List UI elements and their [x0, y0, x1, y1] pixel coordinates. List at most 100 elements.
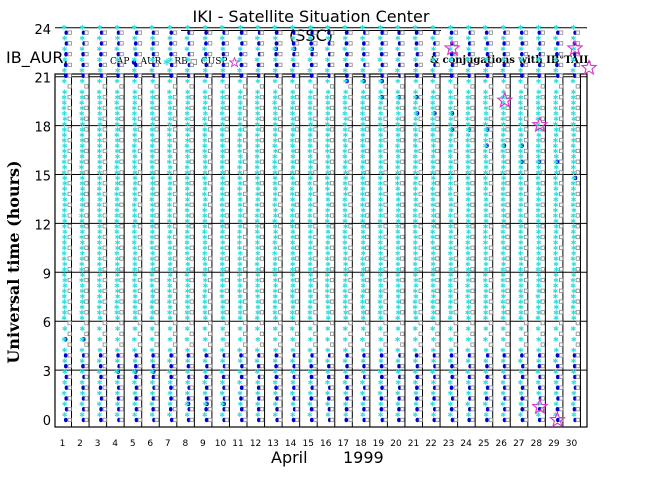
- rb-point: [383, 170, 388, 175]
- rb-point: [259, 288, 265, 293]
- aur-point: [465, 67, 471, 73]
- cap-point: [450, 374, 455, 380]
- rb-point: [189, 277, 194, 283]
- rb-point: [559, 95, 564, 100]
- aur-point: [149, 412, 155, 418]
- cap-point: [99, 41, 104, 46]
- rb-point: [575, 181, 580, 186]
- aur-point: [342, 299, 348, 305]
- aur-point: [166, 170, 172, 175]
- rb-point: [243, 224, 248, 229]
- aur-point: [518, 229, 524, 235]
- aur-point: [202, 283, 208, 288]
- aur-point: [483, 180, 489, 186]
- rb-point: [189, 148, 194, 154]
- aur-point: [79, 197, 85, 202]
- cap-point: [433, 111, 437, 116]
- aur-point: [272, 57, 278, 63]
- aur-point: [342, 283, 348, 288]
- aur-point: [307, 379, 313, 385]
- aur-point: [202, 288, 208, 294]
- rb-point: [102, 374, 107, 379]
- cap-point: [450, 417, 455, 423]
- aur-point: [132, 35, 138, 41]
- aur-point: [535, 213, 541, 218]
- rb-point: [348, 310, 353, 315]
- instrument-label: IB_AUR:: [6, 48, 69, 67]
- aur-point: [237, 336, 243, 342]
- aur-point: [343, 310, 349, 315]
- rb-point: [383, 417, 388, 423]
- aur-point: [518, 35, 524, 41]
- rb-point: [154, 374, 159, 379]
- rb-point: [488, 213, 494, 218]
- aur-point: [307, 116, 313, 122]
- aur-point: [378, 347, 384, 353]
- aur-point: [149, 326, 155, 331]
- aur-point: [273, 347, 279, 353]
- aur-point: [413, 175, 419, 181]
- rb-point: [189, 181, 194, 186]
- aur-point: [360, 288, 366, 294]
- aur-point: [325, 240, 331, 245]
- rb-point: [523, 159, 529, 164]
- aur-point: [553, 78, 559, 84]
- rb-point: [154, 84, 159, 89]
- aur-point: [167, 266, 173, 272]
- cap-point: [291, 417, 296, 423]
- aur-point: [97, 116, 103, 122]
- rb-point: [470, 267, 475, 272]
- rb-point: [84, 407, 89, 412]
- rb-point: [435, 181, 440, 186]
- aur-point: [377, 116, 383, 122]
- aur-point: [96, 94, 102, 100]
- aur-point: [483, 89, 489, 95]
- rb-point: [189, 224, 194, 229]
- x-axis-year: 1999: [343, 448, 384, 467]
- cap-point: [205, 364, 209, 369]
- orbit-track: [412, 24, 424, 427]
- rb-point: [470, 407, 475, 412]
- aur-point: [570, 57, 576, 63]
- rb-point: [224, 331, 229, 336]
- rb-point: [243, 62, 248, 67]
- aur-point: [378, 159, 384, 165]
- rb-point: [172, 52, 178, 57]
- aur-point: [202, 293, 208, 299]
- legend-label-cusp: CUSP: [200, 57, 228, 67]
- aur-point: [202, 240, 208, 245]
- aur-point: [184, 245, 190, 251]
- cap-point: [256, 385, 261, 390]
- rb-point: [259, 181, 265, 186]
- aur-point: [536, 358, 542, 364]
- aur-point: [431, 358, 437, 364]
- aur-point: [219, 137, 225, 143]
- aur-point: [307, 401, 313, 407]
- aur-point: [412, 412, 418, 418]
- aur-point: [115, 272, 120, 278]
- aur-point: [553, 223, 559, 229]
- rb-point: [102, 364, 107, 369]
- x-tick-label: 27: [513, 439, 524, 449]
- rb-point: [453, 159, 458, 164]
- rb-point: [523, 95, 529, 100]
- aur-point: [465, 121, 471, 127]
- rb-point: [418, 181, 423, 186]
- rb-point: [137, 277, 143, 283]
- rb-point: [294, 310, 300, 315]
- aur-point: [430, 401, 436, 407]
- aur-point: [571, 261, 577, 267]
- aur-point: [62, 347, 68, 353]
- aur-point: [360, 197, 366, 202]
- rb-point: [523, 105, 529, 111]
- orbit-track: [254, 24, 266, 427]
- x-tick-label: 7: [165, 439, 171, 449]
- aur-point: [272, 245, 278, 251]
- aur-point: [553, 390, 559, 396]
- x-tick-label: 14: [285, 439, 297, 449]
- aur-point: [290, 207, 295, 213]
- rb-point: [540, 245, 545, 250]
- aur-point: [571, 240, 576, 245]
- aur-point: [430, 67, 436, 73]
- rb-point: [172, 84, 178, 89]
